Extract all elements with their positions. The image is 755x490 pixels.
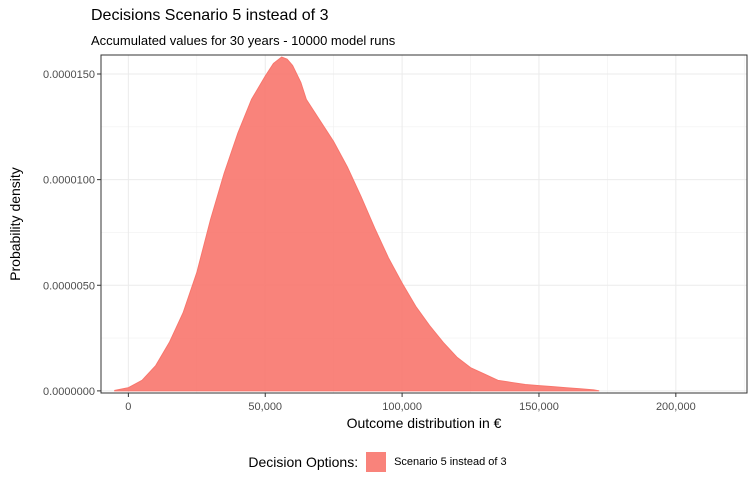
x-tick-label: 50,000 [248,401,282,413]
legend: Decision Options: Scenario 5 instead of … [0,452,755,472]
y-tick-label: 0.0000000 [43,386,95,398]
y-tick-label: 0.0000050 [43,280,95,292]
chart-subtitle: Accumulated values for 30 years - 10000 … [91,33,396,48]
density-area-path [114,56,600,392]
legend-title: Decision Options: [248,454,359,470]
density-chart: 0 50,000 100,000 150,000 200,000 0.0000000 0.0… [7,54,748,431]
y-tick-label: 0.0000150 [43,69,95,81]
chart-title: Decisions Scenario 5 instead of 3 [91,7,329,24]
axes: 0 50,000 100,000 150,000 200,000 0.0000000 0.0… [43,69,696,413]
legend-swatch [366,452,387,472]
x-axis-label: Outcome distribution in € [347,415,502,431]
density-area [114,56,600,392]
x-tick-label: 0 [125,401,131,413]
plot-panel-border [100,54,748,394]
x-tick-label: 200,000 [656,401,696,413]
y-axis-label: Probability density [7,167,23,281]
y-tick-label: 0.0000100 [43,175,95,187]
x-tick-label: 150,000 [519,401,559,413]
legend-label: Scenario 5 instead of 3 [394,456,507,468]
x-tick-label: 100,000 [382,401,422,413]
